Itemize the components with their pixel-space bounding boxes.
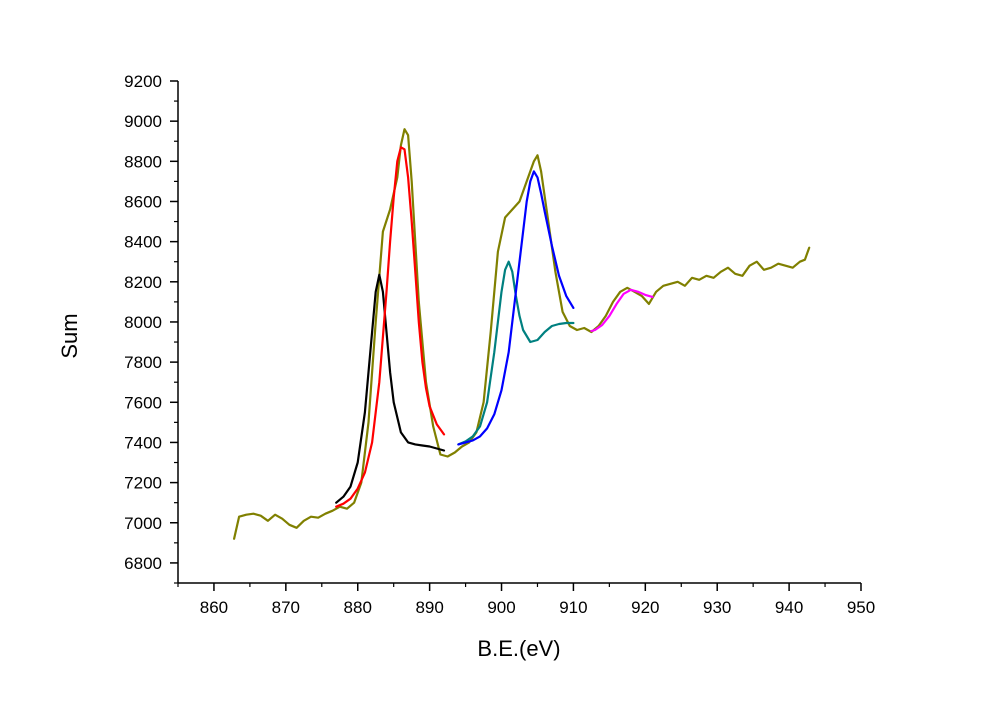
x-tick-label: 900 <box>487 598 515 617</box>
y-tick-label: 7400 <box>124 433 162 452</box>
series-line-2 <box>335 273 446 504</box>
x-tick-label: 860 <box>200 598 228 617</box>
y-tick-label: 8800 <box>124 152 162 171</box>
x-tick-label: 910 <box>559 598 587 617</box>
y-tick-label: 8600 <box>124 192 162 211</box>
series-line-5 <box>457 170 575 446</box>
y-tick-label: 9200 <box>124 72 162 91</box>
y-tick-label: 7000 <box>124 514 162 533</box>
y-tick-label: 9000 <box>124 112 162 131</box>
y-tick-label: 7600 <box>124 393 162 412</box>
y-tick-label: 8000 <box>124 313 162 332</box>
y-tick-label: 8400 <box>124 233 162 252</box>
series-line-4 <box>457 260 575 446</box>
series-line-1 <box>233 128 811 540</box>
x-tick-label: 930 <box>703 598 731 617</box>
x-tick-label: 870 <box>272 598 300 617</box>
y-tick-label: 8200 <box>124 273 162 292</box>
x-axis-title: B.E.(eV) <box>477 636 560 661</box>
y-axis-title: Sum <box>57 313 82 358</box>
x-tick-label: 940 <box>775 598 803 617</box>
y-tick-label: 7800 <box>124 353 162 372</box>
series-layer <box>233 128 811 540</box>
series-line-3 <box>335 146 446 508</box>
x-tick-label: 920 <box>631 598 659 617</box>
axes: 860 870 880 890 900 910 920 930 940 950 6800 7000 72… <box>124 72 875 617</box>
y-tick-label: 7200 <box>124 474 162 493</box>
x-tick-label: 890 <box>415 598 443 617</box>
series-line-6 <box>590 288 654 333</box>
x-tick-label: 880 <box>344 598 372 617</box>
x-tick-label: 950 <box>847 598 875 617</box>
y-tick-label: 6800 <box>124 554 162 573</box>
